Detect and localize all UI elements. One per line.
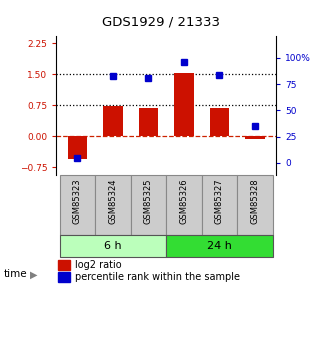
Text: GSM85325: GSM85325 (144, 178, 153, 224)
Text: GSM85328: GSM85328 (250, 178, 259, 224)
Bar (60, 175, 95, 235)
Text: GSM85324: GSM85324 (108, 178, 117, 224)
Bar (68, 136, 87, 159)
Text: 6 h: 6 h (104, 241, 122, 251)
Bar (58, 260, 71, 269)
Text: GDS1929 / 21333: GDS1929 / 21333 (101, 16, 220, 29)
Bar (139, 108, 158, 136)
Bar (95, 175, 131, 235)
Bar (131, 175, 166, 235)
Bar (166, 175, 202, 235)
Bar (166, 235, 273, 257)
Bar (60, 235, 166, 257)
Bar (210, 108, 229, 136)
Bar (202, 175, 237, 235)
Text: percentile rank within the sample: percentile rank within the sample (75, 272, 240, 282)
Text: ▶: ▶ (30, 269, 38, 279)
Text: time: time (3, 269, 27, 279)
Text: 24 h: 24 h (207, 241, 232, 251)
Bar (174, 73, 194, 136)
Text: GSM85323: GSM85323 (73, 178, 82, 224)
Bar (245, 136, 265, 139)
Bar (103, 106, 123, 136)
Text: GSM85327: GSM85327 (215, 178, 224, 224)
Text: GSM85326: GSM85326 (179, 178, 188, 224)
Text: log2 ratio: log2 ratio (75, 260, 121, 270)
Bar (58, 272, 71, 282)
Bar (237, 175, 273, 235)
